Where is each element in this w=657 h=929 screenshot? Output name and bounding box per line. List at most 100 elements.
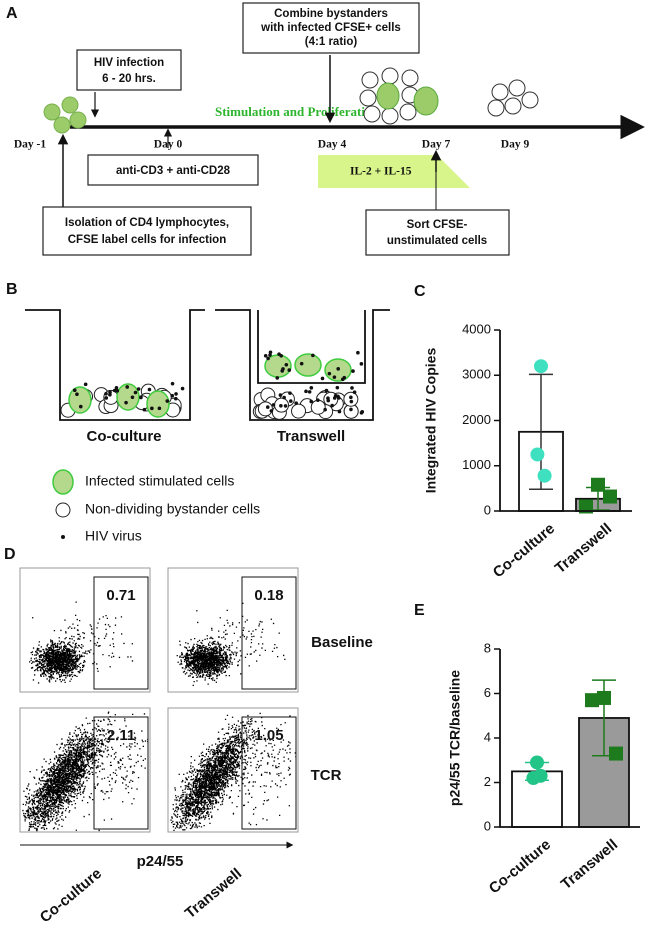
box-text: Isolation of CD4 lymphocytes, bbox=[65, 217, 229, 229]
axes bbox=[499, 649, 640, 828]
y-tick-label: 6 bbox=[484, 685, 491, 700]
antibody-box bbox=[87, 154, 259, 186]
y-tick-label: 0 bbox=[484, 502, 491, 517]
y-tick-label: 2 bbox=[484, 774, 491, 789]
virus bbox=[125, 385, 130, 389]
virus bbox=[330, 403, 334, 408]
virus bbox=[294, 401, 298, 405]
virus bbox=[309, 386, 314, 390]
virus bbox=[332, 396, 337, 400]
gate-value: 0.71 bbox=[106, 587, 135, 604]
virus bbox=[320, 376, 325, 381]
virus bbox=[327, 371, 332, 376]
x-tick-label: Transwell bbox=[552, 520, 615, 577]
data-point bbox=[609, 746, 623, 761]
virus bbox=[174, 392, 178, 396]
box-text: 6 - 20 hrs. bbox=[102, 73, 156, 85]
infection-box bbox=[76, 49, 182, 91]
y-axis-label: Integrated HIV Copies bbox=[423, 348, 439, 494]
virus bbox=[349, 399, 354, 404]
stimulation-text: Stimulation and Proliferation bbox=[215, 104, 379, 119]
event-dots bbox=[176, 602, 286, 686]
virus bbox=[356, 350, 360, 355]
data-point bbox=[530, 755, 544, 770]
virus bbox=[130, 395, 135, 400]
gate-value: 0.18 bbox=[254, 587, 283, 604]
virus bbox=[323, 407, 327, 412]
virus bbox=[114, 385, 119, 390]
data-point bbox=[533, 768, 548, 783]
row-label: Baseline bbox=[311, 634, 373, 651]
panel-label: E bbox=[414, 602, 425, 619]
insert bbox=[257, 310, 366, 384]
gate bbox=[241, 716, 297, 830]
virus bbox=[275, 376, 280, 380]
infected-cell bbox=[68, 386, 92, 414]
virus bbox=[324, 388, 329, 393]
legend-text: Infected stimulated cells bbox=[85, 473, 234, 489]
bystander-cell bbox=[343, 391, 359, 407]
bystander-cells bbox=[487, 79, 539, 117]
virus bbox=[352, 390, 357, 394]
box-text: Sort CFSE- bbox=[407, 219, 468, 231]
sort-box bbox=[365, 209, 510, 256]
virus bbox=[304, 389, 308, 394]
virus bbox=[147, 387, 152, 392]
virus bbox=[157, 406, 162, 411]
panel-label: C bbox=[414, 283, 426, 300]
virus bbox=[359, 362, 364, 366]
event-dots bbox=[22, 711, 149, 832]
axes bbox=[499, 330, 632, 512]
virus bbox=[72, 388, 77, 393]
virus bbox=[78, 404, 83, 409]
y-tick-label: 4 bbox=[484, 729, 491, 744]
virus bbox=[351, 369, 355, 373]
virus bbox=[180, 386, 185, 391]
virus bbox=[284, 362, 289, 367]
well-label: Transwell bbox=[277, 428, 345, 445]
legend-infected bbox=[52, 469, 74, 495]
virus bbox=[271, 403, 276, 407]
virus bbox=[279, 403, 283, 408]
virus bbox=[277, 352, 281, 356]
box-text: HIV infection bbox=[94, 57, 164, 69]
data-point bbox=[530, 447, 545, 462]
day-label: Day 9 bbox=[501, 139, 530, 151]
virus bbox=[170, 393, 175, 398]
event-dots bbox=[170, 712, 297, 831]
virus bbox=[75, 392, 79, 397]
y-tick-label: 4000 bbox=[462, 321, 491, 336]
data-point bbox=[534, 359, 548, 374]
legend-text: HIV virus bbox=[85, 528, 142, 544]
column-label: Co-culture bbox=[37, 865, 105, 926]
y-tick-label: 2000 bbox=[462, 412, 491, 427]
bystander-cell bbox=[310, 399, 326, 415]
row-label: TCR bbox=[311, 767, 342, 784]
virus bbox=[104, 396, 109, 400]
virus bbox=[142, 407, 147, 412]
cytokine-band bbox=[318, 155, 470, 188]
virus bbox=[311, 353, 315, 358]
isolation-box bbox=[42, 206, 252, 256]
legend-virus bbox=[61, 535, 65, 539]
virus bbox=[335, 385, 340, 390]
gate bbox=[93, 576, 149, 690]
day-label: Day -1 bbox=[14, 139, 47, 151]
virus bbox=[265, 405, 270, 409]
virus bbox=[139, 395, 143, 400]
virus bbox=[268, 353, 272, 357]
virus bbox=[340, 377, 345, 382]
data-point bbox=[537, 468, 552, 483]
well-label: Co-culture bbox=[87, 428, 162, 445]
virus bbox=[326, 396, 330, 400]
data-point bbox=[603, 489, 617, 504]
virus bbox=[165, 399, 170, 403]
bystander-cell bbox=[291, 403, 307, 419]
y-axis-label: p24/55 TCR/baseline bbox=[447, 670, 463, 806]
virus bbox=[316, 398, 320, 402]
x-tick-label: Transwell bbox=[558, 836, 621, 893]
panel-label: A bbox=[6, 5, 18, 22]
virus bbox=[288, 399, 293, 403]
well-cells bbox=[60, 350, 365, 420]
box-text: with infected CFSE+ cells bbox=[260, 22, 401, 34]
